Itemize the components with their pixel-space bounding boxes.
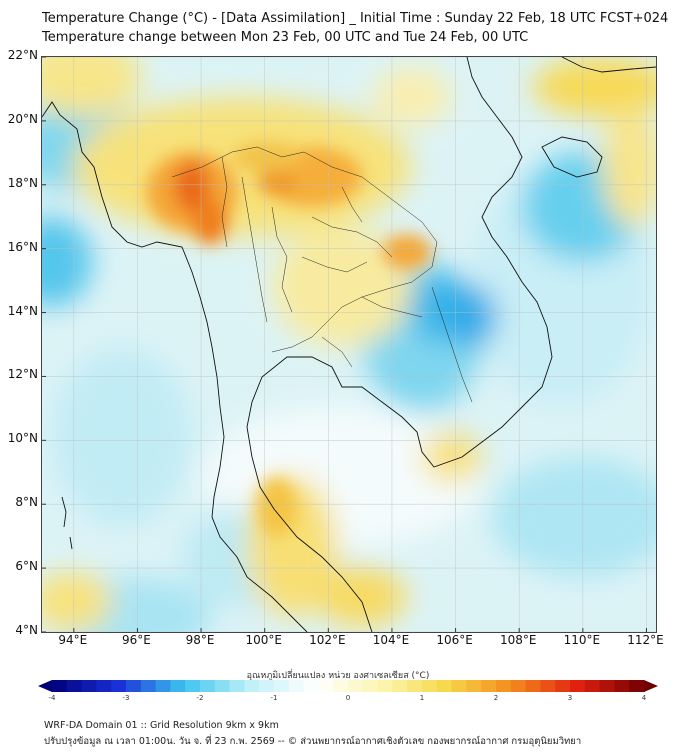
colorbar-tick-label: 0 bbox=[345, 694, 351, 702]
colorbar-segment bbox=[111, 680, 127, 692]
colorbar-segment bbox=[614, 680, 630, 692]
colorbar-segment bbox=[52, 680, 68, 692]
lat-label: 6°N bbox=[15, 559, 38, 574]
chart-subtitle: Temperature change between Mon 23 Feb, 0… bbox=[42, 30, 529, 45]
colorbar-segment bbox=[96, 680, 112, 692]
colorbar-segment bbox=[629, 680, 645, 692]
lat-label: 14°N bbox=[7, 303, 38, 318]
lat-label: 4°N bbox=[15, 623, 38, 637]
colorbar-tick-label: -3 bbox=[122, 694, 130, 702]
colorbar-segment bbox=[333, 680, 349, 692]
colorbar-segment bbox=[214, 680, 231, 692]
colorbar-segment bbox=[155, 680, 171, 692]
colorbar-segment bbox=[599, 680, 615, 692]
colorbar-segment bbox=[481, 680, 497, 692]
lat-tick-marks bbox=[42, 57, 46, 632]
colorbar-segment bbox=[362, 680, 379, 692]
colorbar-tick-label: 3 bbox=[567, 694, 573, 702]
lat-label: 12°N bbox=[7, 367, 38, 382]
colorbar-segment bbox=[510, 680, 527, 692]
chart-title: Temperature Change (°C) - [Data Assimila… bbox=[42, 11, 669, 26]
lat-label: 22°N bbox=[7, 48, 38, 62]
colorbar-segment bbox=[259, 680, 275, 692]
colorbar-segment bbox=[436, 680, 453, 692]
colorbar-tick-label: -2 bbox=[196, 694, 204, 702]
colorbar-segment bbox=[303, 680, 319, 692]
temperature-colorbar bbox=[38, 680, 658, 692]
colorbar-tick-label: -4 bbox=[48, 694, 56, 702]
model-info: WRF-DA Domain 01 :: Grid Resolution 9km … bbox=[44, 720, 279, 731]
colorbar-segment bbox=[392, 680, 408, 692]
lat-label: 10°N bbox=[7, 431, 38, 446]
lat-label: 20°N bbox=[7, 111, 38, 126]
colorbar-tick-label: -1 bbox=[270, 694, 278, 702]
lon-label: 102°E bbox=[309, 633, 346, 647]
colorbar-segment bbox=[496, 680, 512, 692]
colorbar-segment bbox=[348, 680, 364, 692]
colorbar-segment bbox=[244, 680, 260, 692]
lat-label: 16°N bbox=[7, 239, 38, 254]
map-canvas bbox=[42, 57, 656, 632]
coastlines bbox=[42, 57, 656, 632]
lon-label: 96°E bbox=[122, 633, 151, 647]
colorbar-segment bbox=[584, 680, 601, 692]
lon-label: 112°E bbox=[627, 633, 664, 647]
colorbar-tick-label: 1 bbox=[419, 694, 425, 702]
colorbar-tick-label: 4 bbox=[641, 694, 647, 702]
update-info: ปรับปรุงข้อมูล ณ เวลา 01:00น. วัน จ. ที่… bbox=[44, 736, 582, 747]
temperature-change-map bbox=[41, 56, 657, 633]
colorbar-segment bbox=[126, 680, 142, 692]
lon-label: 94°E bbox=[58, 633, 88, 647]
colorbar-segment bbox=[451, 680, 467, 692]
colorbar-segment bbox=[570, 680, 586, 692]
lon-label: 106°E bbox=[436, 633, 473, 647]
colorbar-segment bbox=[66, 680, 83, 692]
colorbar-segment bbox=[377, 680, 393, 692]
lon-tick-marks bbox=[73, 628, 647, 632]
colorbar-max-arrow bbox=[644, 680, 658, 692]
colorbar-segment bbox=[274, 680, 290, 692]
lon-label: 100°E bbox=[245, 633, 282, 647]
lon-label: 110°E bbox=[563, 633, 601, 647]
colorbar-segment bbox=[422, 680, 438, 692]
colorbar-segment bbox=[555, 680, 571, 692]
colorbar-label: อุณหภูมิเปลี่ยนแปลง หน่วย องศาเซลเซียส (… bbox=[246, 671, 430, 681]
colorbar-segment bbox=[81, 680, 97, 692]
lat-label: 18°N bbox=[7, 175, 38, 190]
colorbar-tick-label: 2 bbox=[493, 694, 499, 702]
admin-borders bbox=[171, 146, 473, 403]
colorbar-segment bbox=[229, 680, 245, 692]
colorbar-segment bbox=[318, 680, 334, 692]
colorbar-segment bbox=[540, 680, 556, 692]
colorbar-segment bbox=[288, 680, 305, 692]
temperature-field-hotspots bbox=[147, 142, 432, 537]
colorbar-segment bbox=[525, 680, 541, 692]
lon-label: 108°E bbox=[499, 633, 537, 647]
colorbar-segment bbox=[466, 680, 482, 692]
lon-label: 98°E bbox=[185, 633, 215, 647]
colorbar-segment bbox=[407, 680, 423, 692]
colorbar-segment bbox=[140, 680, 157, 692]
colorbar-min-arrow bbox=[38, 680, 52, 692]
map-gridlines bbox=[42, 57, 656, 632]
lon-label: 104°E bbox=[372, 633, 410, 647]
colorbar-segment bbox=[185, 680, 201, 692]
colorbar-segment bbox=[170, 680, 186, 692]
colorbar-segment bbox=[200, 680, 216, 692]
lat-label: 8°N bbox=[15, 495, 38, 510]
